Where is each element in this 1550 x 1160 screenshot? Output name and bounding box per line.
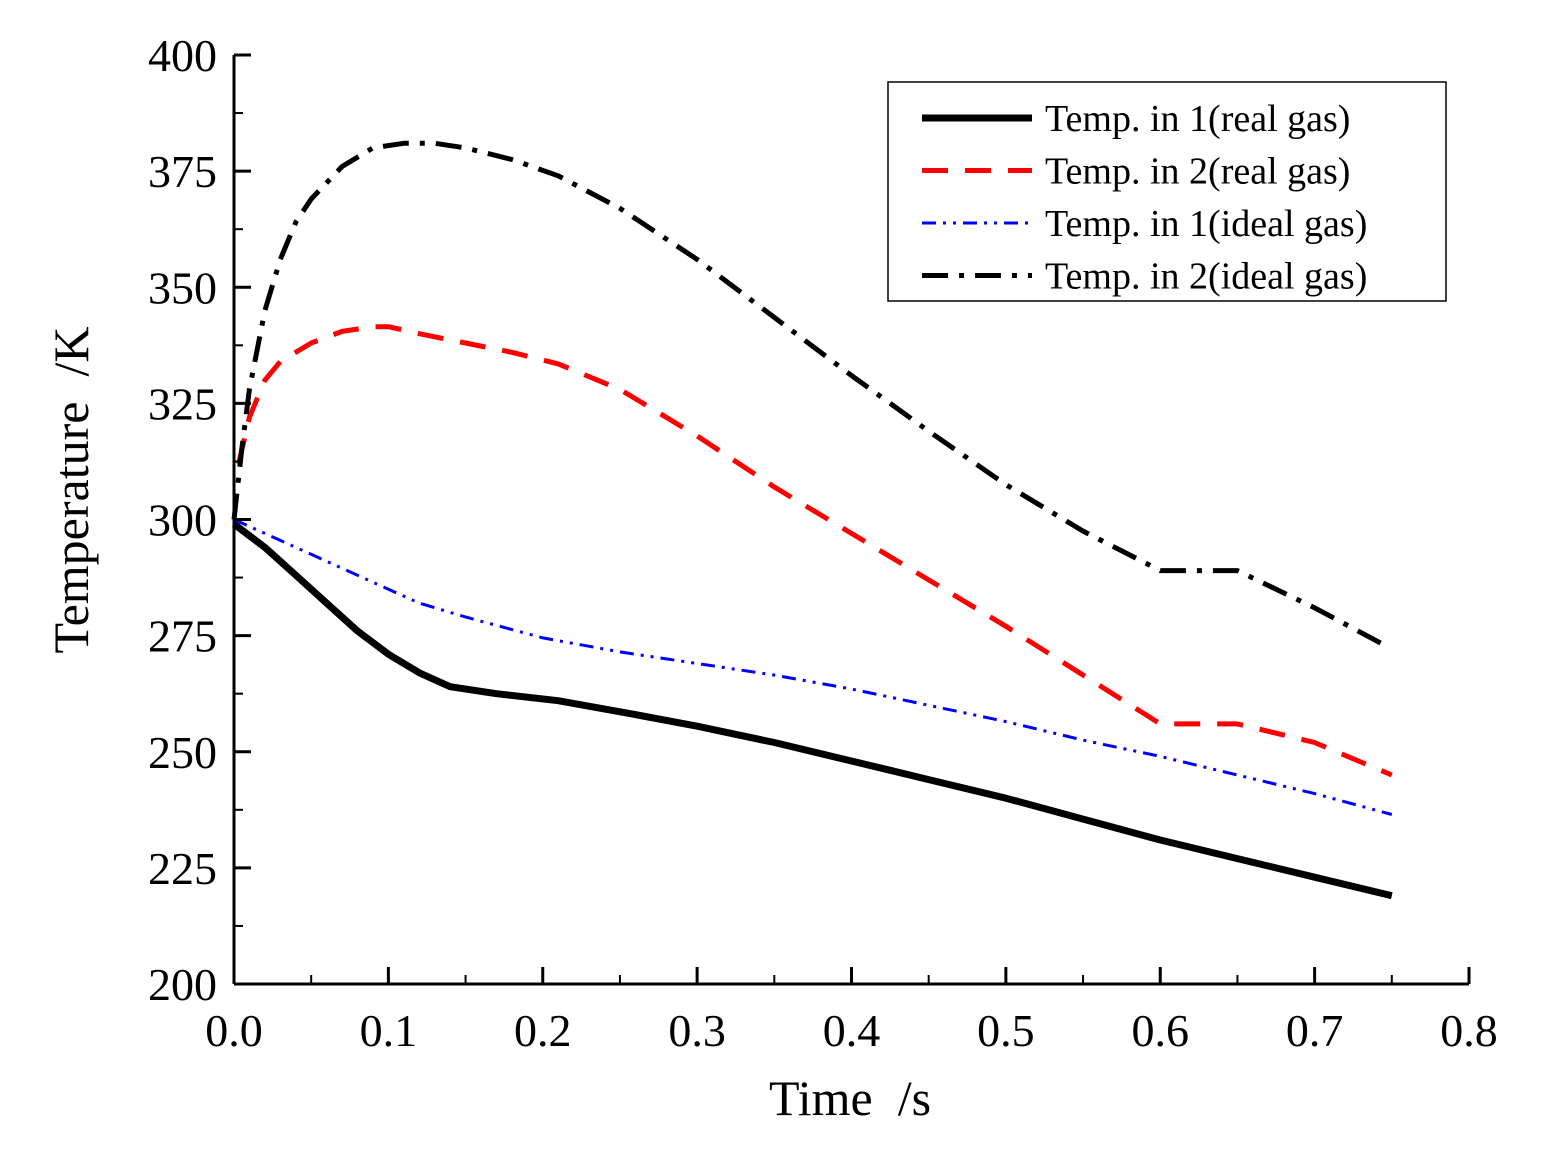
- y-tick-label: 200: [148, 959, 217, 1010]
- series-line-4: [231, 140, 1386, 648]
- x-tick-label: 0.6: [1132, 1005, 1190, 1056]
- y-tick-label: 225: [148, 843, 217, 894]
- legend-label-3: Temp. in 1(ideal gas): [1045, 203, 1367, 245]
- y-tick-label: 275: [148, 611, 217, 662]
- y-tick-label: 250: [148, 727, 217, 778]
- x-tick-label: 0.2: [514, 1005, 572, 1056]
- x-tick-label: 0.7: [1286, 1005, 1344, 1056]
- ticks: 0.0 0.1 0.2 0.3 0.4 0.5 0.6 0.7 0.8 200 225 250 275 3…: [148, 30, 1498, 1056]
- legend-label-2: Temp. in 2(real gas): [1045, 151, 1350, 193]
- series-line-1: [231, 521, 1393, 900]
- x-tick-label: 0.0: [205, 1005, 263, 1056]
- y-tick-label: 325: [148, 378, 217, 429]
- x-tick-label: 0.1: [360, 1005, 418, 1056]
- y-axis-title: Temperature /K: [43, 327, 99, 654]
- legend-label-1: Temp. in 1(real gas): [1045, 98, 1350, 140]
- legend: Temp. in 1(real gas) Temp. in 2(real gas)…: [887, 81, 1447, 302]
- series-line-2: [236, 324, 1393, 778]
- x-tick-label: 0.8: [1440, 1005, 1498, 1056]
- y-tick-label: 375: [148, 146, 217, 197]
- y-tick-label: 350: [148, 262, 217, 313]
- series-line-3: [233, 518, 1393, 816]
- x-tick-label: 0.5: [977, 1005, 1035, 1056]
- series-layer: [231, 140, 1393, 900]
- x-axis-title: Time /s: [769, 1070, 931, 1126]
- x-tick-label: 0.3: [668, 1005, 726, 1056]
- legend-label-4: Temp. in 2(ideal gas): [1045, 256, 1367, 298]
- y-tick-label: 400: [148, 30, 217, 81]
- y-tick-label: 300: [148, 495, 217, 546]
- x-tick-label: 0.4: [823, 1005, 881, 1056]
